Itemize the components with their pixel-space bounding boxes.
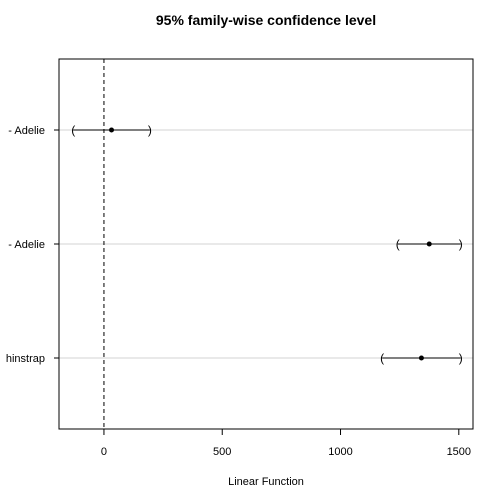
comparison-label: - Adelie bbox=[8, 239, 45, 251]
interval-lower-bound: ( bbox=[380, 351, 384, 365]
x-tick-label: 1000 bbox=[328, 446, 352, 458]
interval-lower-bound: ( bbox=[71, 123, 75, 137]
interval-1: () bbox=[71, 123, 152, 137]
x-axis-label: Linear Function bbox=[228, 476, 304, 488]
chart-title: 95% family-wise confidence level bbox=[156, 12, 376, 28]
comparison-label: - Adelie bbox=[8, 125, 45, 137]
interval-upper-bound: ) bbox=[148, 123, 152, 137]
x-axis: 0 500 1000 1500 bbox=[101, 429, 471, 458]
x-tick-label: 1500 bbox=[447, 446, 471, 458]
interval-estimate-point bbox=[109, 127, 115, 133]
interval-upper-bound: ) bbox=[459, 237, 463, 251]
comparison-label: hinstrap bbox=[6, 353, 45, 365]
interval-series: ()()() bbox=[71, 123, 463, 365]
interval-2: () bbox=[396, 237, 463, 251]
interval-estimate-point bbox=[426, 241, 432, 247]
interval-lower-bound: ( bbox=[396, 237, 400, 251]
interval-upper-bound: ) bbox=[459, 351, 463, 365]
x-tick-label: 500 bbox=[213, 446, 231, 458]
category-labels: - Adelie - Adelie hinstrap bbox=[6, 125, 59, 365]
interval-estimate-point bbox=[418, 355, 424, 361]
interval-3: () bbox=[380, 351, 463, 365]
x-tick-label: 0 bbox=[101, 446, 107, 458]
